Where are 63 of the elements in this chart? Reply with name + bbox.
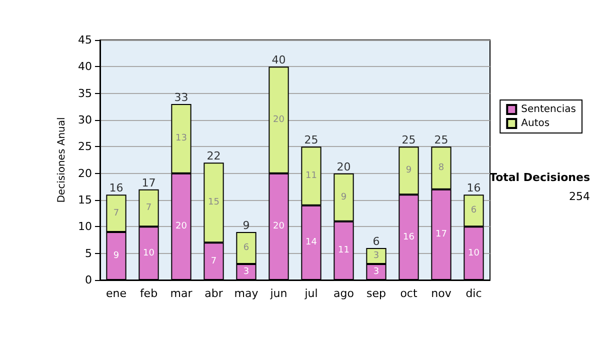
data-label: 20 [176, 222, 188, 232]
total-label: 33 [174, 91, 188, 104]
text: 254 [569, 190, 590, 203]
data-label: 7 [113, 208, 120, 218]
data-label: 11 [306, 171, 317, 181]
data-label: 9 [113, 251, 120, 261]
total-label: 16 [109, 182, 124, 195]
y-tick-label: 5 [85, 246, 92, 260]
total-label: 40 [272, 54, 286, 67]
y-tick-label: 20 [78, 166, 92, 180]
y-tick-label: 35 [78, 86, 92, 100]
data-label: 17 [436, 230, 447, 240]
x-tick-label: mar [170, 287, 193, 300]
data-label: 13 [176, 134, 187, 144]
y-tick-label: 10 [78, 220, 92, 234]
annotation: Total Decisiones [490, 171, 590, 184]
data-label: 16 [403, 232, 415, 242]
total-label: 25 [402, 134, 416, 147]
x-tick-label: nov [431, 287, 452, 300]
legend-label: Sentencias [521, 104, 576, 115]
x-tick-label: jun [269, 287, 288, 300]
data-label: 15 [208, 198, 220, 208]
x-tick-label: feb [140, 287, 158, 300]
x-tick-label: dic [466, 287, 482, 300]
x-tick-label: oct [400, 287, 418, 300]
data-label: 7 [210, 256, 217, 266]
data-label: 7 [146, 203, 152, 213]
data-label: 3 [373, 267, 380, 277]
data-label: 3 [243, 267, 250, 277]
x-tick-label: may [234, 287, 259, 300]
data-label: 6 [243, 243, 250, 253]
total-label: 25 [304, 134, 318, 147]
total-label: 22 [206, 150, 221, 163]
total-label: 20 [336, 160, 351, 174]
y-tick-label: 45 [78, 34, 92, 46]
y-tick-label: 40 [78, 60, 92, 74]
y-tick-label: 15 [78, 194, 92, 206]
x-tick-label: ene [106, 287, 127, 300]
data-label: 14 [306, 238, 318, 248]
legend-label: Autos [521, 118, 550, 129]
data-label: 9 [406, 166, 412, 176]
x-tick-label: sep [366, 287, 386, 300]
data-label: 10 [468, 248, 480, 258]
data-label: 20 [273, 222, 285, 232]
y-axis-title: Decisiones Anual [56, 117, 68, 203]
total-label: 16 [466, 182, 481, 195]
data-label: 6 [470, 206, 477, 216]
total-label: 9 [242, 219, 250, 232]
x-tick-label: jul [304, 287, 318, 300]
total-label: 25 [434, 134, 448, 147]
data-label: 11 [338, 246, 350, 256]
y-tick-label: 25 [78, 140, 92, 154]
y-tick-label: 30 [78, 114, 92, 126]
data-label: 10 [143, 248, 155, 258]
x-tick-label: ago [334, 287, 354, 300]
data-label: 3 [373, 251, 380, 261]
data-label: 8 [438, 163, 444, 173]
total-label: 6 [372, 235, 380, 248]
x-tick-label: abr [204, 287, 224, 300]
total-label: 17 [142, 176, 156, 190]
y-tick-label: 0 [85, 274, 92, 286]
data-label: 20 [273, 115, 285, 125]
data-label: 9 [340, 192, 347, 202]
